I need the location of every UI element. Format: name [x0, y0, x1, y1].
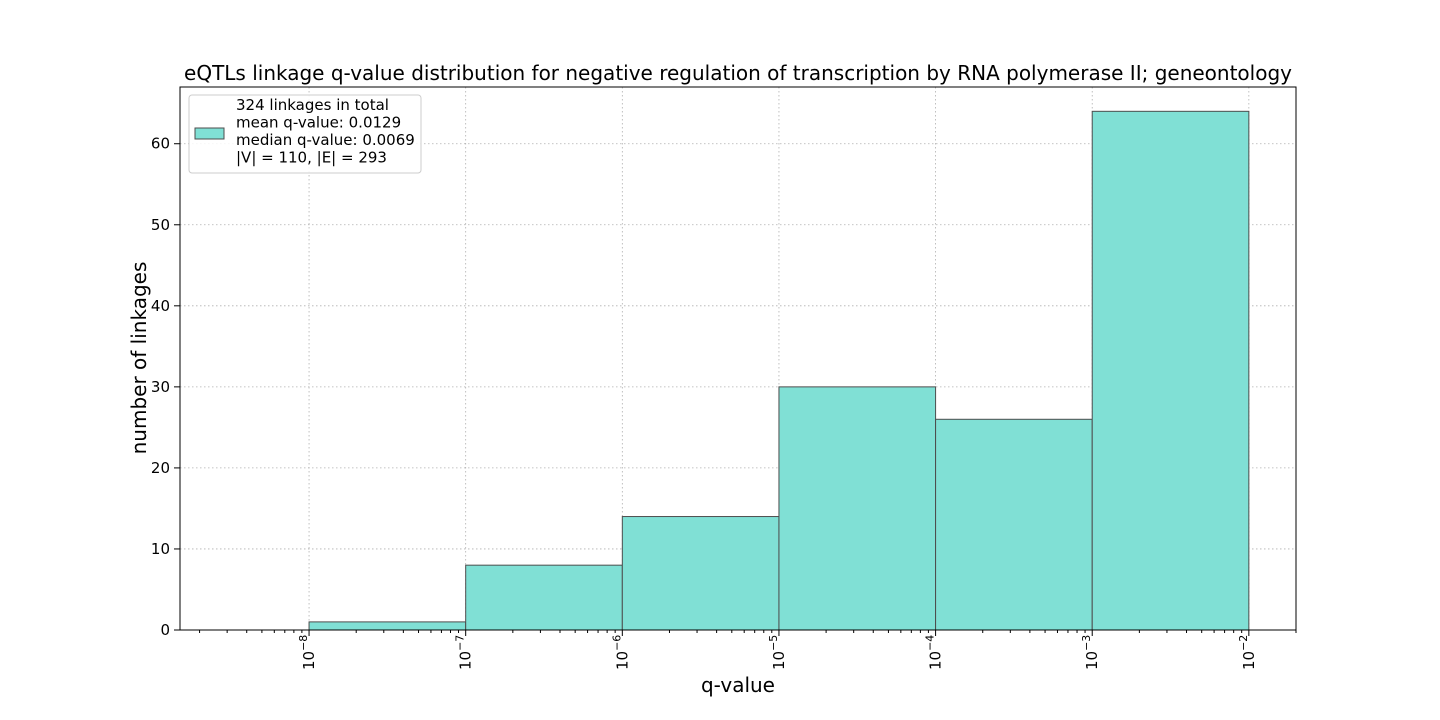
y-tick-label: 40 [151, 297, 170, 315]
legend-entry-line: median q-value: 0.0069 [236, 131, 415, 149]
x-tick-label: 10−4 [924, 635, 945, 670]
chart-title: eQTLs linkage q-value distribution for n… [184, 61, 1292, 85]
histogram-bar [935, 418, 1093, 631]
histogram-bar [308, 621, 467, 631]
legend-entry-line: |V| = 110, |E| = 293 [236, 149, 387, 167]
histogram-bar [621, 516, 780, 631]
plot-frame [179, 86, 1297, 631]
x-tick-label: 10−8 [297, 635, 318, 670]
histogram-bar [778, 386, 937, 631]
bars [308, 110, 1250, 631]
x-tick-label: 10−3 [1080, 635, 1101, 670]
legend-swatch [194, 127, 225, 140]
y-tick-label: 0 [160, 621, 170, 639]
y-axis-ticks: 0 10 20 30 40 50 60 [151, 135, 180, 639]
legend-entry-line: 324 linkages in total [236, 96, 389, 114]
y-tick-label: 10 [151, 540, 170, 558]
y-tick-label: 30 [151, 378, 170, 396]
x-tick-label: 10−5 [767, 635, 788, 670]
x-tick-label: 10−6 [610, 635, 631, 670]
histogram-bar [465, 564, 623, 631]
y-axis-label: number of linkages [127, 262, 151, 455]
y-tick-label: 50 [151, 216, 170, 234]
legend-box [188, 94, 422, 174]
x-tick-label: 10−2 [1237, 635, 1258, 670]
y-tick-label: 20 [151, 459, 170, 477]
y-tick-label: 60 [151, 135, 170, 153]
legend-entry-line: mean q-value: 0.0129 [236, 114, 401, 132]
x-axis-label: q-value [701, 673, 775, 697]
x-axis-ticks: 10−8 10−7 10−6 10−5 10−4 10−3 10−2 [199, 630, 1297, 670]
x-tick-label: 10−7 [454, 635, 475, 670]
histogram-bar [1091, 110, 1250, 631]
